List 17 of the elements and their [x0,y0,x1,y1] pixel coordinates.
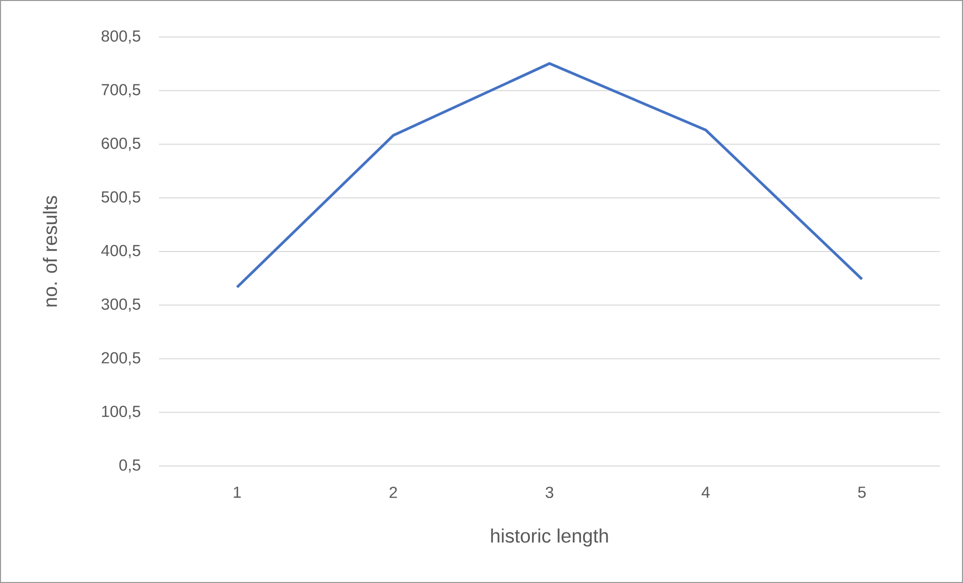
y-tick-label: 100,5 [102,406,140,419]
y-axis-title: no. of results [42,196,58,306]
x-tick-label: 5 [858,486,866,498]
y-tick-label: 400,5 [101,244,140,258]
y-tick-label: 300,5 [102,298,140,312]
y-tick-label: 700,5 [102,84,140,98]
x-tick-label: 3 [546,486,554,498]
y-tick-label: 600,5 [102,138,140,151]
x-tick-label: 4 [702,486,710,498]
x-axis-title: historic length [491,528,608,547]
x-tick-label: 2 [390,486,397,498]
x-tick-label: 1 [234,486,241,498]
y-tick-label: 800,5 [102,30,140,44]
y-tick-label: 200,5 [102,352,140,366]
y-tick-label: 500,5 [102,191,140,204]
y-tick-label: 0,5 [119,459,140,473]
line-series [236,62,864,288]
